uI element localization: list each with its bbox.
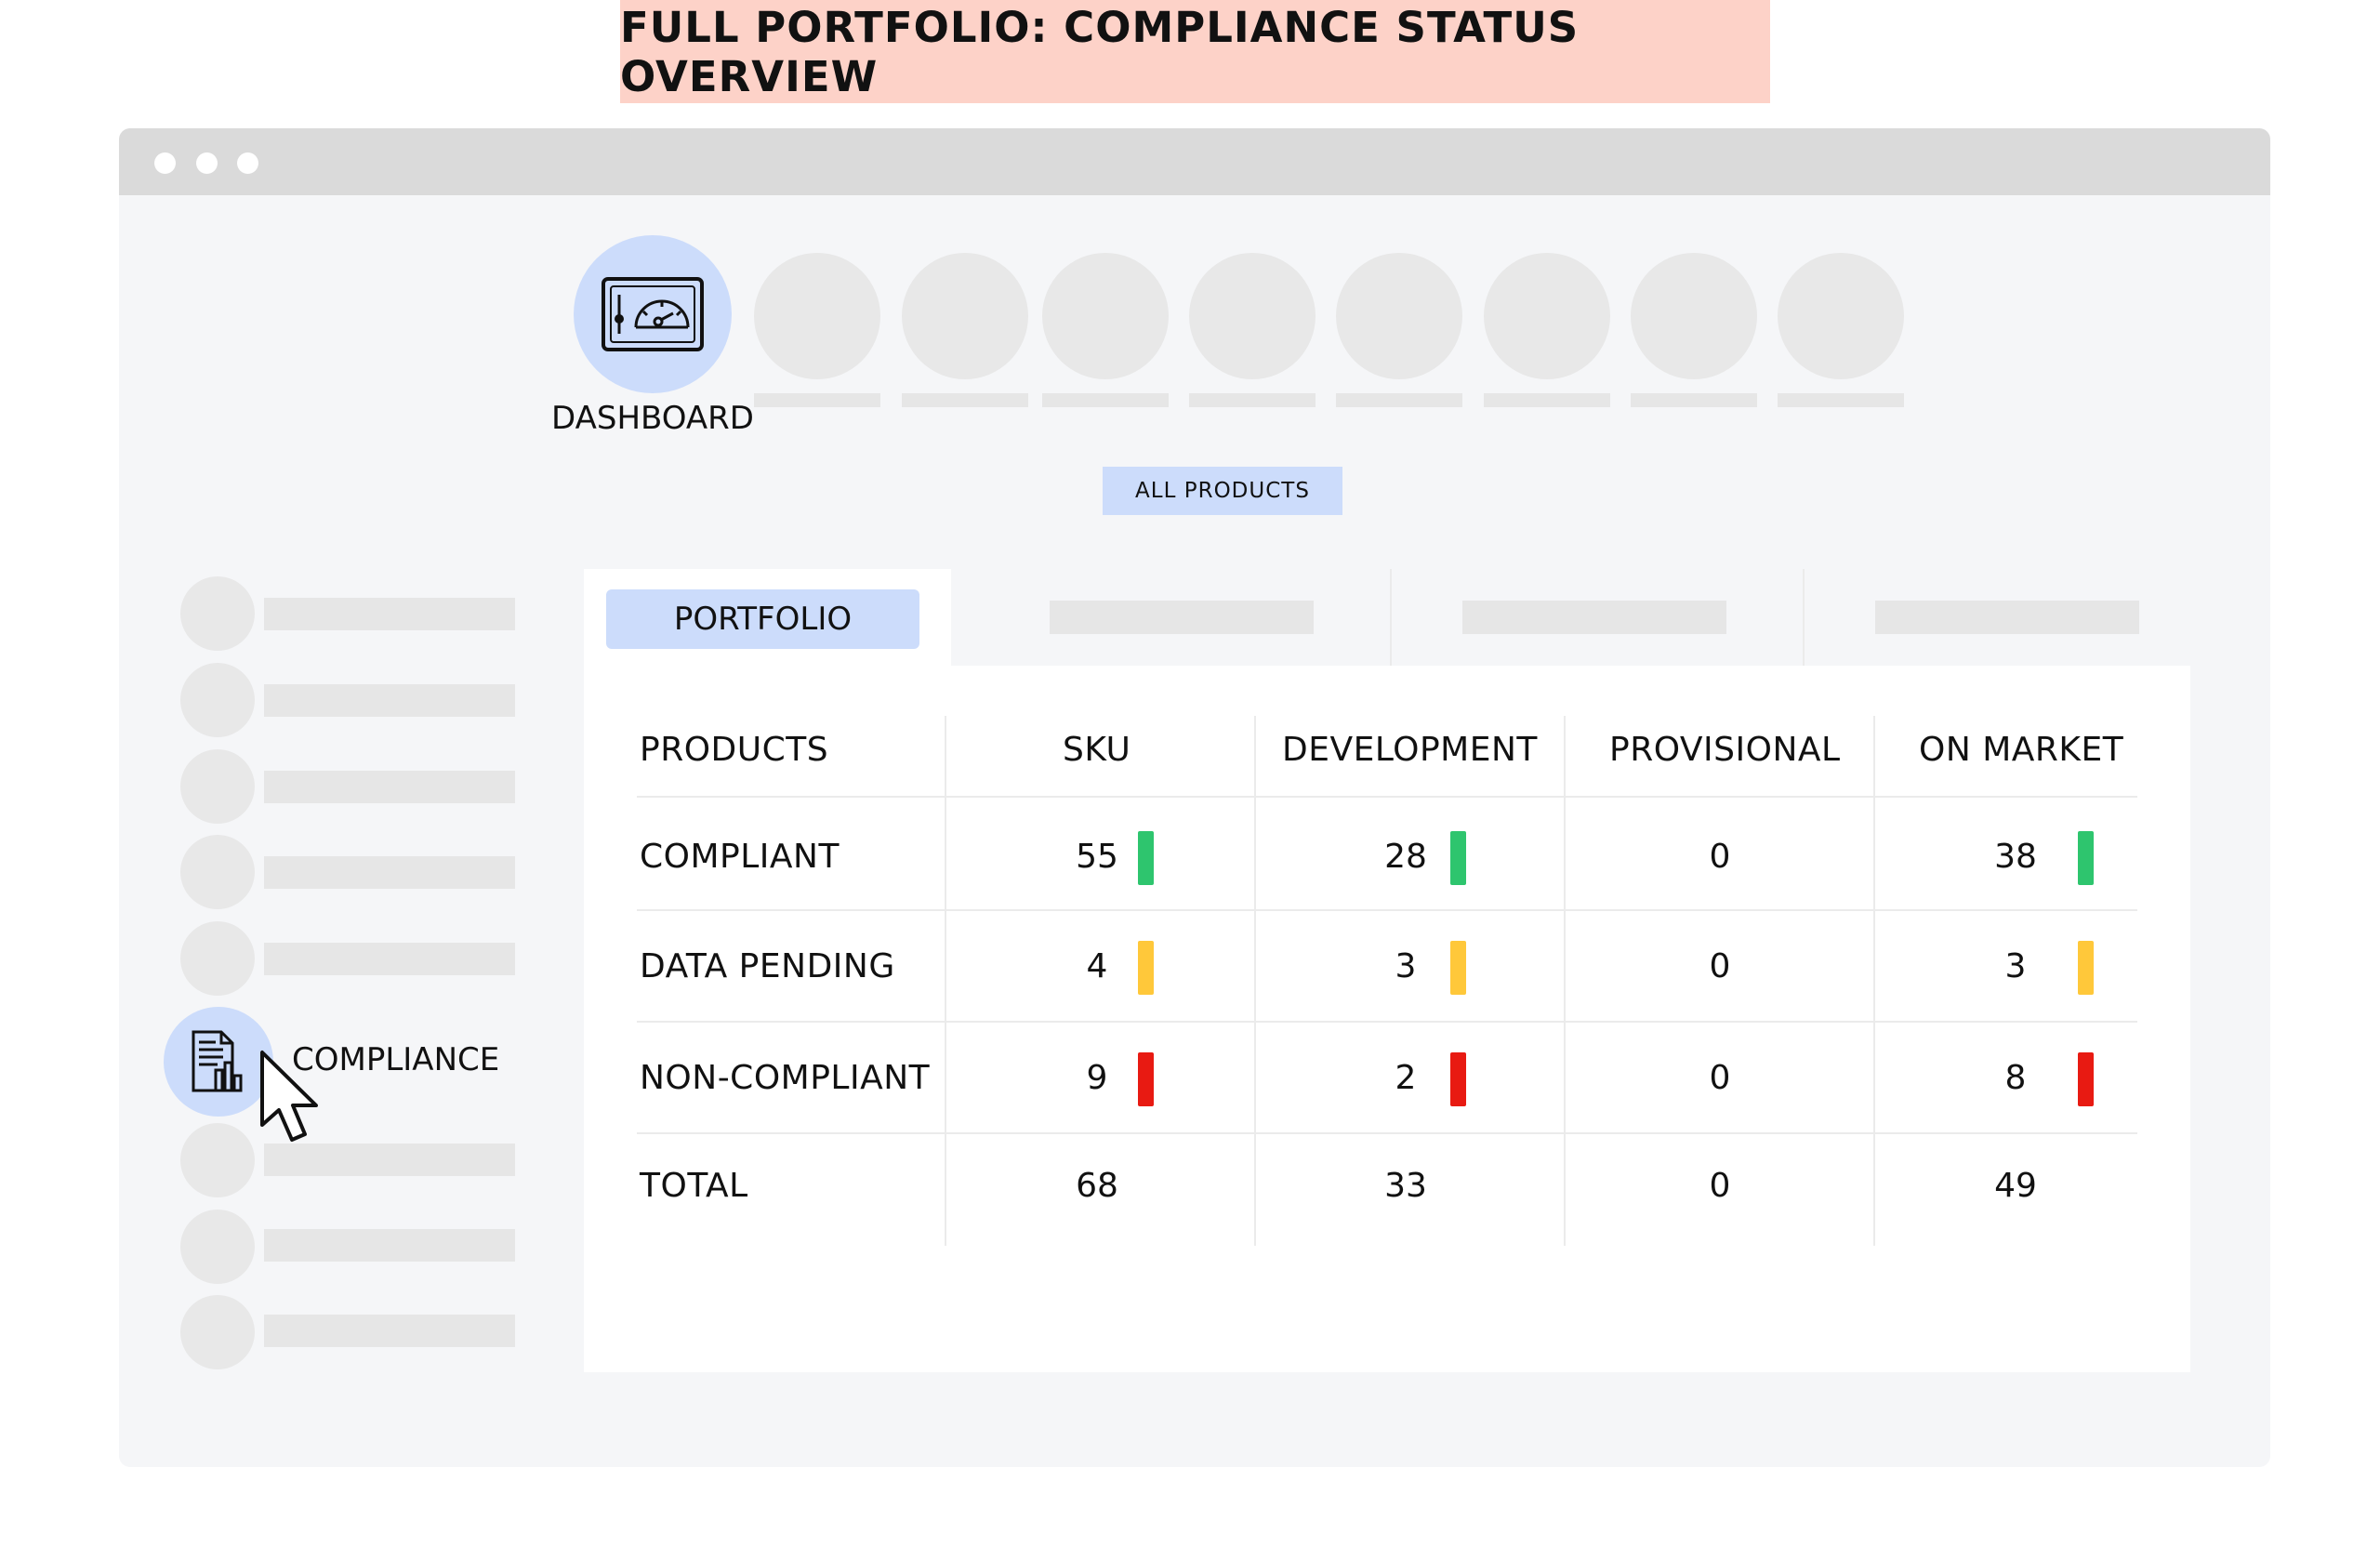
cell-noncompliant-development: 2 xyxy=(1395,1059,1417,1097)
nav-item-placeholder[interactable] xyxy=(1631,253,1757,379)
window-dot-maximize[interactable] xyxy=(237,152,258,174)
row-label-compliant: COMPLIANT xyxy=(640,838,840,876)
sidebar-label-placeholder[interactable] xyxy=(264,598,515,630)
sidebar-icon-placeholder[interactable] xyxy=(180,1123,255,1197)
window-dot-close[interactable] xyxy=(154,152,176,174)
cell-noncompliant-on-market: 8 xyxy=(2004,1059,2027,1097)
nav-label-dashboard: DASHBOARD xyxy=(551,400,754,437)
nav-item-placeholder[interactable] xyxy=(902,253,1028,379)
nav-item-placeholder[interactable] xyxy=(1336,253,1462,379)
cell-total-sku: 68 xyxy=(1076,1167,1118,1205)
tab-divider xyxy=(1803,569,1805,667)
status-indicator-pending xyxy=(1138,941,1154,995)
status-indicator-noncompliant xyxy=(1138,1052,1154,1106)
sidebar-label-placeholder[interactable] xyxy=(264,684,515,717)
tab-divider xyxy=(1390,569,1392,667)
nav-label-placeholder xyxy=(1336,393,1462,407)
page-title-banner: FULL PORTFOLIO: COMPLIANCE STATUS OVERVI… xyxy=(620,0,1770,103)
sidebar-icon-placeholder[interactable] xyxy=(180,576,255,651)
cell-noncompliant-sku: 9 xyxy=(1086,1059,1108,1097)
cell-compliant-provisional: 0 xyxy=(1709,838,1731,876)
nav-item-placeholder[interactable] xyxy=(754,253,880,379)
row-label-total: TOTAL xyxy=(640,1167,748,1205)
cell-compliant-development: 28 xyxy=(1384,838,1427,876)
table-header-provisional: PROVISIONAL xyxy=(1609,731,1841,769)
sidebar-label-placeholder[interactable] xyxy=(264,943,515,975)
status-indicator-compliant xyxy=(2078,831,2094,885)
table-divider xyxy=(637,1132,2137,1134)
cell-total-on-market: 49 xyxy=(1994,1167,2037,1205)
cell-compliant-sku: 55 xyxy=(1076,838,1118,876)
tab-portfolio-label: PORTFOLIO xyxy=(673,601,853,638)
status-indicator-noncompliant xyxy=(1450,1052,1466,1106)
cell-pending-provisional: 0 xyxy=(1709,947,1731,985)
sidebar-icon-placeholder[interactable] xyxy=(180,835,255,909)
table-header-on-market: ON MARKET xyxy=(1919,731,2124,769)
nav-label-placeholder xyxy=(1484,393,1610,407)
nav-label-placeholder xyxy=(1042,393,1169,407)
nav-label-placeholder xyxy=(754,393,880,407)
cell-pending-on-market: 3 xyxy=(2004,947,2027,985)
tab-placeholder[interactable] xyxy=(1462,601,1726,634)
row-label-data-pending: DATA PENDING xyxy=(640,947,895,985)
table-header-sku: SKU xyxy=(1063,731,1131,769)
nav-label-placeholder xyxy=(1189,393,1316,407)
table-header-development: DEVELOPMENT xyxy=(1282,731,1538,769)
cell-total-provisional: 0 xyxy=(1709,1167,1731,1205)
cell-compliant-on-market: 38 xyxy=(1994,838,2037,876)
table-divider xyxy=(637,909,2137,911)
cell-pending-development: 3 xyxy=(1395,947,1417,985)
status-indicator-noncompliant xyxy=(2078,1052,2094,1106)
sidebar-label-placeholder[interactable] xyxy=(264,771,515,803)
sidebar-icon-placeholder[interactable] xyxy=(180,921,255,996)
cell-noncompliant-provisional: 0 xyxy=(1709,1059,1731,1097)
sidebar-icon-placeholder[interactable] xyxy=(180,749,255,824)
nav-label-placeholder xyxy=(1631,393,1757,407)
nav-item-placeholder[interactable] xyxy=(1484,253,1610,379)
sidebar-label-placeholder[interactable] xyxy=(264,856,515,889)
gauge-icon xyxy=(602,277,704,351)
sidebar-label-placeholder[interactable] xyxy=(264,1315,515,1347)
row-label-non-compliant: NON-COMPLIANT xyxy=(640,1059,931,1097)
status-indicator-compliant xyxy=(1450,831,1466,885)
table-divider xyxy=(637,1021,2137,1023)
table-column-divider xyxy=(1564,716,1566,1246)
sidebar-icon-placeholder[interactable] xyxy=(180,663,255,737)
all-products-label: ALL PRODUCTS xyxy=(1135,479,1310,503)
nav-item-placeholder[interactable] xyxy=(1778,253,1904,379)
compliance-report-icon xyxy=(192,1030,243,1092)
table-divider xyxy=(637,796,2137,798)
nav-item-placeholder[interactable] xyxy=(1042,253,1169,379)
sidebar-label-placeholder[interactable] xyxy=(264,1229,515,1262)
window-dot-minimize[interactable] xyxy=(196,152,218,174)
sidebar-label-placeholder[interactable] xyxy=(264,1144,515,1176)
sidebar-item-compliance[interactable] xyxy=(164,1007,273,1117)
page-title: FULL PORTFOLIO: COMPLIANCE STATUS OVERVI… xyxy=(620,2,1580,101)
sidebar-icon-placeholder[interactable] xyxy=(180,1295,255,1369)
nav-label-placeholder xyxy=(902,393,1028,407)
status-indicator-compliant xyxy=(1138,831,1154,885)
table-column-divider xyxy=(1873,716,1875,1246)
window-titlebar xyxy=(119,128,2270,195)
nav-item-placeholder[interactable] xyxy=(1189,253,1316,379)
table-column-divider xyxy=(945,716,946,1246)
portfolio-panel xyxy=(584,666,2190,1372)
cell-total-development: 33 xyxy=(1384,1167,1427,1205)
nav-label-placeholder xyxy=(1778,393,1904,407)
status-indicator-pending xyxy=(2078,941,2094,995)
status-indicator-pending xyxy=(1450,941,1466,995)
tab-portfolio[interactable]: PORTFOLIO xyxy=(606,589,919,649)
tab-placeholder[interactable] xyxy=(1050,601,1314,634)
sidebar-item-compliance-label[interactable]: COMPLIANCE xyxy=(292,1041,500,1078)
all-products-filter[interactable]: ALL PRODUCTS xyxy=(1103,467,1342,515)
nav-item-dashboard[interactable] xyxy=(574,235,732,393)
cell-pending-sku: 4 xyxy=(1086,947,1108,985)
mouse-pointer-icon xyxy=(260,1051,318,1142)
table-column-divider xyxy=(1254,716,1256,1246)
sidebar-icon-placeholder[interactable] xyxy=(180,1210,255,1284)
tab-placeholder[interactable] xyxy=(1875,601,2139,634)
table-header-products: PRODUCTS xyxy=(640,731,829,769)
